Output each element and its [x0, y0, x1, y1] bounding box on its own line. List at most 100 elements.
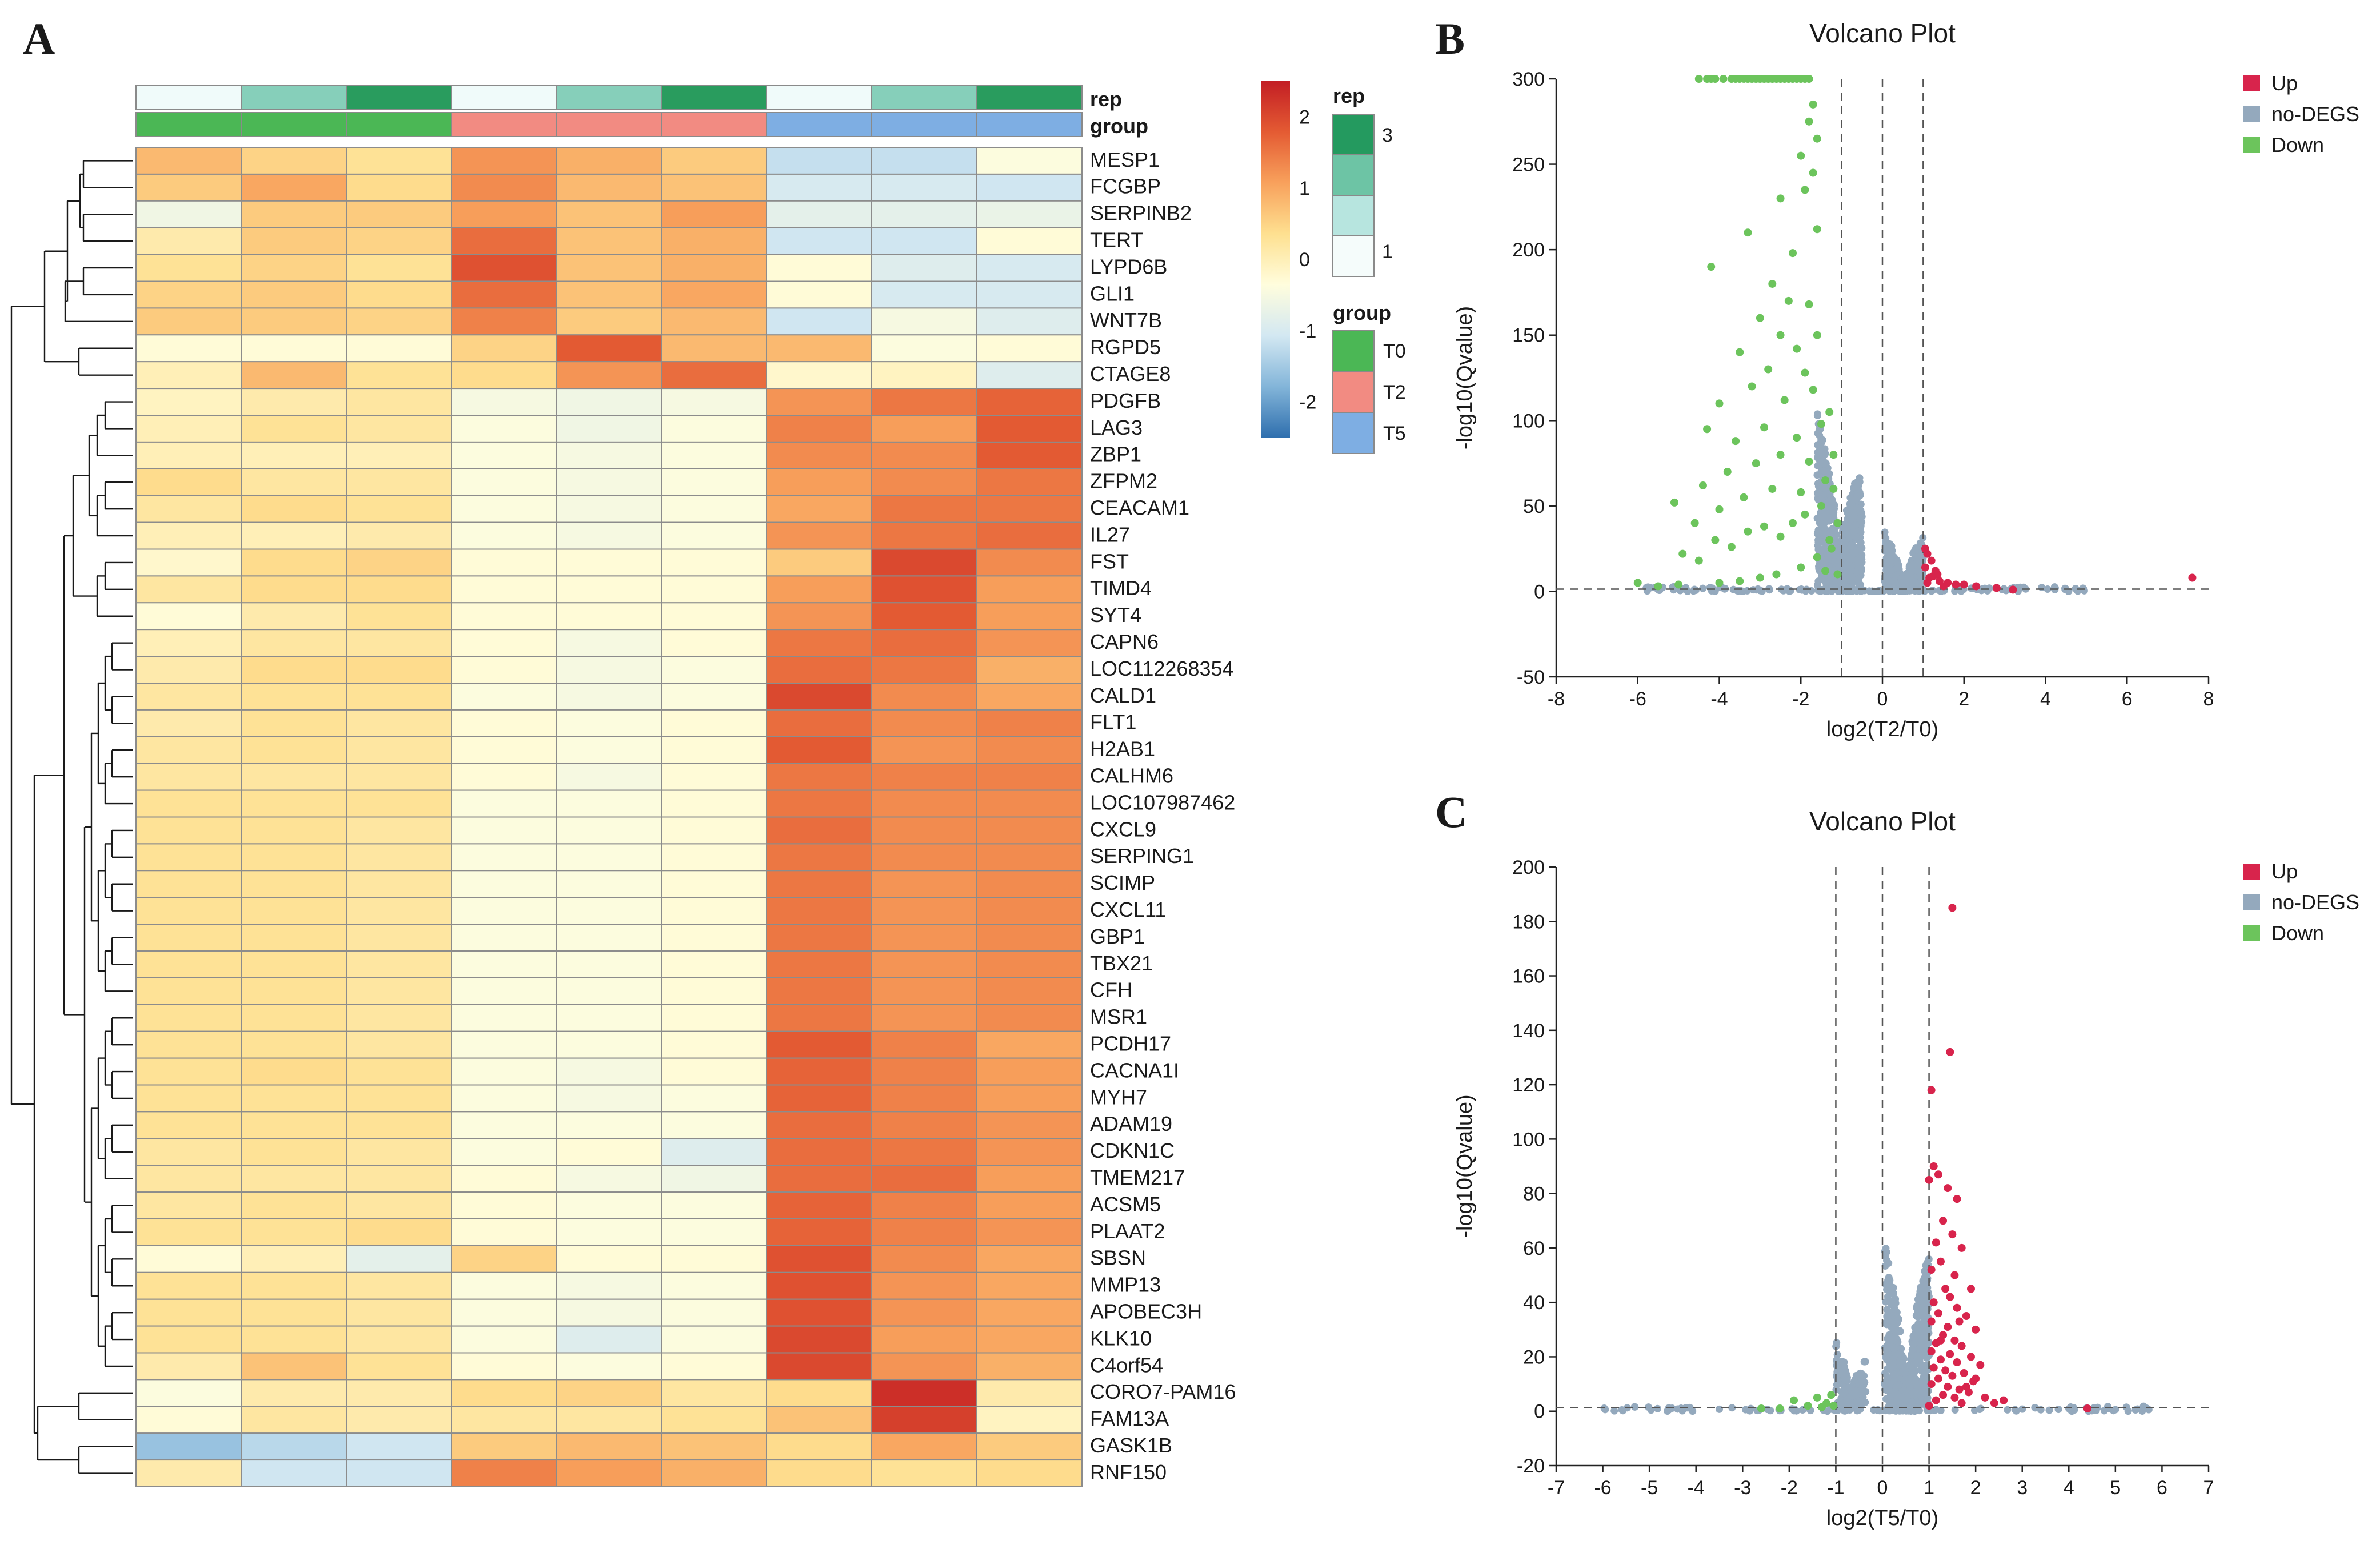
- heatmap-cell: [135, 977, 242, 1005]
- heatmap-cell: [871, 1432, 977, 1461]
- gene-label: IL27: [1090, 523, 1130, 546]
- down-point: [1801, 510, 1809, 519]
- gene-label: WNT7B: [1090, 308, 1162, 332]
- heatmap-cell: [556, 763, 662, 791]
- heatmap-cell: [871, 1030, 977, 1059]
- down-point: [1821, 567, 1830, 575]
- heatmap-cell: [976, 415, 1083, 443]
- no-degs-point: [1891, 1370, 1899, 1378]
- up-point: [1929, 1298, 1938, 1307]
- no-degs-point: [1918, 1400, 1926, 1408]
- down-point: [1715, 399, 1724, 408]
- no-degs-point: [2054, 1406, 2062, 1414]
- heatmap-cell: [766, 1111, 872, 1139]
- panel-letter-a: A: [23, 14, 55, 63]
- down-point: [1736, 348, 1744, 356]
- no-degs-point: [2045, 1406, 2053, 1414]
- group-annotation-cell: [871, 112, 977, 137]
- heatmap-cell: [451, 736, 557, 764]
- heatmap-cell: [241, 1352, 347, 1381]
- x-tick-label: 5: [2110, 1477, 2121, 1499]
- heatmap-cell: [346, 1030, 452, 1059]
- no-degs-point: [2032, 1404, 2040, 1412]
- heatmap-cell: [976, 548, 1083, 577]
- down-point: [1827, 1391, 1836, 1399]
- heatmap-cell: [766, 950, 872, 978]
- heatmap-cell: [451, 1165, 557, 1193]
- no-degs-point: [1817, 451, 1825, 459]
- down-point: [1788, 519, 1797, 527]
- heatmap-cell: [135, 415, 242, 443]
- color-scale-tick: 1: [1299, 178, 1310, 199]
- down-point: [1776, 331, 1785, 339]
- no-degs-point: [1912, 553, 1920, 561]
- heatmap-cell: [976, 495, 1083, 523]
- heatmap-cell: [241, 361, 347, 390]
- heatmap-cell: [346, 227, 452, 255]
- x-tick-label: -2: [1781, 1477, 1798, 1499]
- heatmap-cell: [766, 656, 872, 684]
- heatmap-cell: [556, 629, 662, 657]
- heatmap-cell: [241, 1432, 347, 1461]
- heatmap-cell: [766, 843, 872, 872]
- up-point: [1955, 1317, 1964, 1326]
- group-legend-label: T0: [1383, 340, 1406, 362]
- up-point: [1953, 1358, 1961, 1366]
- no-degs-point: [1814, 441, 1822, 449]
- heatmap-cell: [556, 977, 662, 1005]
- up-point: [1981, 1393, 1989, 1402]
- up-point: [1972, 1325, 1980, 1334]
- down-point: [1804, 1402, 1812, 1410]
- heatmap-cell: [976, 147, 1083, 175]
- heatmap-cell: [346, 1084, 452, 1113]
- heatmap-cell: [766, 1191, 872, 1220]
- down-point: [1670, 498, 1678, 507]
- up-point: [1944, 1382, 1952, 1391]
- no-degs-point: [1891, 580, 1899, 588]
- no-degs-point: [1824, 513, 1832, 521]
- heatmap-cell: [976, 1406, 1083, 1434]
- gene-label: CFH: [1090, 978, 1132, 1002]
- no-degs-point: [1817, 509, 1825, 517]
- x-tick-label: 0: [1877, 1477, 1888, 1499]
- heatmap-cell: [346, 950, 452, 978]
- x-tick-label: 2: [1970, 1477, 1981, 1499]
- no-degs-point: [1924, 1305, 1932, 1313]
- heatmap-cell: [346, 147, 452, 175]
- heatmap-cell: [135, 1030, 242, 1059]
- heatmap-cell: [241, 656, 347, 684]
- gene-label: ZBP1: [1090, 443, 1141, 466]
- heatmap-cell: [661, 709, 767, 737]
- no-degs-point: [2061, 584, 2069, 592]
- gene-label: CALHM6: [1090, 764, 1173, 787]
- heatmap-cell: [976, 1379, 1083, 1407]
- no-degs-point: [1908, 576, 1916, 584]
- heatmap-cell: [871, 1084, 977, 1113]
- heatmap-cell: [241, 736, 347, 764]
- color-scale-legend: 2 1 0 -1 -2: [1261, 81, 1316, 438]
- legend-label: no-DEGS: [2271, 102, 2359, 126]
- heatmap-cell: [976, 816, 1083, 845]
- heatmap-cell: [241, 548, 347, 577]
- no-degs-point: [1921, 1285, 1929, 1293]
- no-degs-point: [1746, 1404, 1754, 1412]
- heatmap-cell: [766, 683, 872, 711]
- heatmap-cell: [976, 254, 1083, 282]
- heatmap-cell: [871, 843, 977, 872]
- heatmap-cell: [346, 656, 452, 684]
- heatmap-cell: [556, 361, 662, 390]
- heatmap-cell: [135, 924, 242, 952]
- down-point: [1760, 423, 1769, 432]
- heatmap-cell: [766, 415, 872, 443]
- no-degs-point: [1889, 1406, 1897, 1414]
- heatmap-cell: [451, 1057, 557, 1086]
- no-degs-point: [1816, 587, 1824, 595]
- gene-label: CALD1: [1090, 684, 1156, 707]
- gene-label: KLK10: [1090, 1326, 1152, 1350]
- x-tick-label: -4: [1710, 688, 1728, 710]
- down-point: [1707, 263, 1716, 271]
- down-point: [1711, 536, 1720, 544]
- heatmap-cell: [135, 1245, 242, 1273]
- y-axis-label: -log10(Qvalue): [1453, 306, 1477, 450]
- y-tick-label: 200: [1512, 239, 1545, 261]
